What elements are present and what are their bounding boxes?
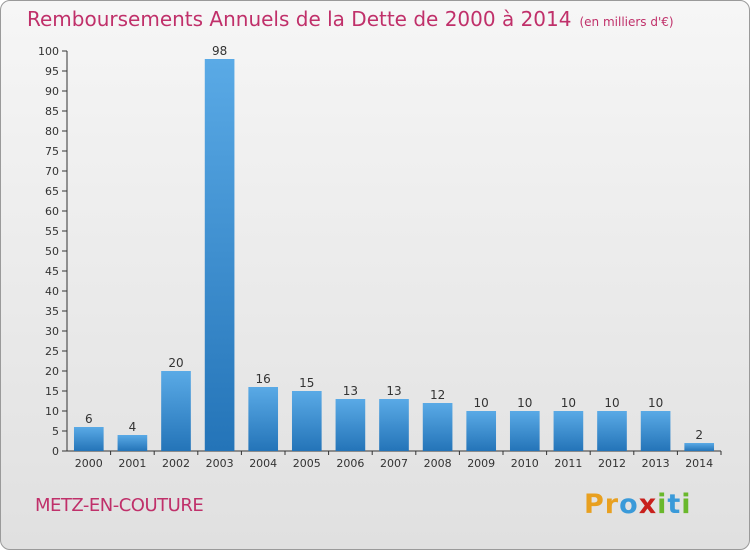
data-label: 10: [474, 396, 489, 410]
bar: [422, 403, 453, 451]
data-label: 98: [212, 44, 227, 58]
data-label: 10: [604, 396, 619, 410]
bar: [161, 371, 191, 451]
x-tick-label: 2012: [598, 457, 626, 470]
bar: [466, 411, 497, 451]
commune-name: METZ-EN-COUTURE: [35, 495, 204, 516]
y-tick-label: 75: [45, 145, 59, 158]
y-tick-label: 0: [52, 445, 59, 458]
y-tick-label: 55: [45, 225, 59, 238]
x-tick-label: 2013: [642, 457, 670, 470]
chart-title: Remboursements Annuels de la Dette de 20…: [27, 7, 674, 31]
bar: [335, 399, 366, 451]
x-tick-label: 2014: [685, 457, 713, 470]
y-tick-label: 95: [45, 65, 59, 78]
y-tick-label: 10: [45, 405, 59, 418]
bar: [684, 443, 715, 451]
bar: [597, 411, 627, 451]
x-tick-label: 2002: [162, 457, 190, 470]
y-tick-label: 25: [45, 345, 59, 358]
unit-note: (en milliers d'€): [579, 15, 674, 29]
y-tick-label: 85: [45, 105, 59, 118]
x-tick-label: 2009: [467, 457, 495, 470]
bar: [73, 427, 104, 451]
title-text: Remboursements Annuels de la Dette de 20…: [27, 7, 572, 31]
data-label: 13: [386, 384, 401, 398]
x-tick-label: 2001: [118, 457, 146, 470]
logo-letter: i: [681, 489, 692, 520]
logo-letter: o: [619, 489, 639, 520]
bar: [640, 411, 671, 451]
data-label: 20: [168, 356, 183, 370]
data-label: 10: [561, 396, 576, 410]
y-tick-label: 70: [45, 165, 59, 178]
y-tick-label: 90: [45, 85, 59, 98]
logo-letter: x: [638, 489, 658, 520]
data-label: 4: [129, 420, 137, 434]
y-tick-label: 50: [45, 245, 59, 258]
y-tick-label: 45: [45, 265, 59, 278]
data-label: 12: [430, 388, 445, 402]
y-tick-label: 20: [45, 365, 59, 378]
bar: [248, 387, 279, 451]
x-tick-label: 2007: [380, 457, 408, 470]
bar: [379, 399, 409, 451]
y-tick-label: 15: [45, 385, 59, 398]
data-label: 10: [648, 396, 663, 410]
x-tick-label: 2011: [554, 457, 582, 470]
logo-letter: r: [604, 489, 620, 520]
bar: [204, 59, 235, 451]
data-label: 10: [517, 396, 532, 410]
y-tick-label: 40: [45, 285, 59, 298]
data-label: 16: [256, 372, 271, 386]
bar: [509, 411, 540, 451]
proxiti-logo: Proxiti: [584, 489, 692, 520]
x-tick-label: 2006: [336, 457, 364, 470]
bar: [553, 411, 584, 451]
y-tick-label: 100: [38, 45, 59, 58]
y-tick-label: 30: [45, 325, 59, 338]
data-label: 2: [695, 428, 703, 442]
x-tick-label: 2004: [249, 457, 277, 470]
data-label: 15: [299, 376, 314, 390]
y-tick-label: 80: [45, 125, 59, 138]
bar: [291, 391, 322, 451]
logo-letter: P: [584, 489, 605, 520]
x-tick-label: 2008: [424, 457, 452, 470]
data-label: 6: [85, 412, 93, 426]
y-tick-label: 35: [45, 305, 59, 318]
x-tick-label: 2010: [511, 457, 539, 470]
y-tick-label: 65: [45, 185, 59, 198]
logo-letter: i: [657, 489, 668, 520]
y-tick-label: 5: [52, 425, 59, 438]
y-tick-label: 60: [45, 205, 59, 218]
data-label: 13: [343, 384, 358, 398]
bar: [117, 435, 148, 451]
x-tick-label: 2003: [206, 457, 234, 470]
x-tick-label: 2000: [75, 457, 103, 470]
x-tick-label: 2005: [293, 457, 321, 470]
logo-letter: t: [667, 489, 682, 520]
